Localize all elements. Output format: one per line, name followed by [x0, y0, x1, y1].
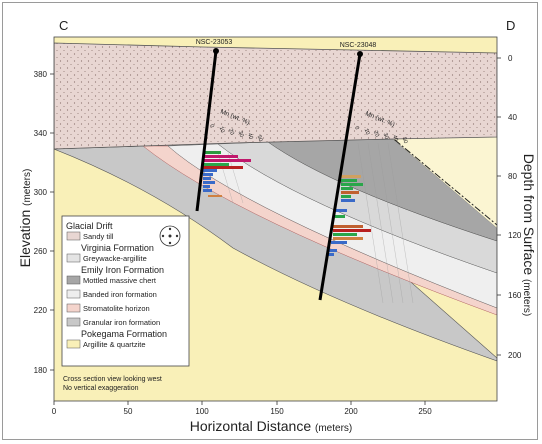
legend-swatch: [66, 289, 81, 299]
y-left-tick-label: 380: [34, 70, 48, 79]
y-left-tick-label: 300: [34, 188, 48, 197]
legend-swatch: [66, 339, 81, 349]
y-right-axis-title: Depth from Surface (meters): [521, 154, 537, 317]
y-left-tick-label: 340: [34, 129, 48, 138]
section-right-label: D: [506, 18, 515, 33]
legend-group-title: Virginia Formation: [81, 243, 154, 253]
mn-tick-label: 30: [237, 130, 245, 138]
drillhole-1-mn-bars: [203, 151, 251, 197]
compass-icon: [159, 225, 181, 247]
bottom-axis: 0 50 100 150 200 250: [52, 401, 432, 416]
legend-swatch: [66, 303, 81, 313]
x-tick-label: 250: [418, 407, 432, 416]
mn-tick-label: 40: [246, 132, 254, 140]
y-right-tick-label: 0: [508, 54, 513, 63]
note-exaggeration: No vertical exaggeration: [63, 385, 139, 392]
y-left-tick-label: 260: [34, 247, 48, 256]
y-left-tick-label: 220: [34, 306, 48, 315]
drillhole-2-collar: [357, 51, 363, 57]
y-left-tick-label: 180: [34, 366, 48, 375]
x-tick-label: 200: [344, 407, 358, 416]
mn-tick-label: 0: [208, 124, 215, 129]
drillhole-nsc-23053: [195, 50, 218, 212]
mn-tick-label: 10: [363, 128, 371, 136]
note-view: Cross section view looking west: [63, 376, 162, 383]
y-left-axis-title: Elevation (meters): [17, 169, 33, 268]
legend-item-label: Mottled massive chert: [83, 276, 157, 285]
cross-section-figure: NSC-23053 NSC-23048 Mn (wt. %) 0 10 20 30 40…: [2, 2, 538, 440]
x-tick-label: 0: [52, 407, 57, 416]
legend-group-title: Emily Iron Formation: [81, 265, 164, 275]
right-axis: 0 40 80 120 160 200: [497, 54, 522, 360]
y-right-tick-label: 80: [508, 172, 517, 181]
x-tick-label: 100: [195, 407, 209, 416]
legend-group-title: Glacial Drift: [66, 221, 113, 231]
mn-tick-label: 20: [372, 130, 380, 138]
plot-border: [53, 36, 498, 402]
legend-swatch: [66, 231, 81, 241]
mn-tick-label: 30: [382, 132, 390, 140]
legend-swatch: [66, 275, 81, 285]
x-tick-label: 150: [270, 407, 284, 416]
mn-tick-label: 10: [218, 126, 226, 134]
legend-item-label: Greywacke-argillite: [83, 254, 147, 263]
y-right-tick-label: 120: [508, 231, 522, 240]
y-right-tick-label: 160: [508, 291, 522, 300]
drillhole-1-mn-ticks: 0 10 20 30 40 50: [208, 124, 263, 143]
geologic-layers: [54, 37, 497, 401]
mn-tick-label: 50: [401, 137, 409, 145]
legend-swatch: [66, 317, 81, 327]
legend-group-title: Pokegama Formation: [81, 329, 167, 339]
x-tick-label: 50: [124, 407, 133, 416]
drillhole-2-mn-ticks: 0 10 20 30 40 50: [353, 126, 408, 145]
left-axis: 380 340 300 260 220 180: [34, 70, 54, 375]
mottled-massive-chert-layer: [267, 138, 497, 242]
mn-tick-label: 40: [391, 134, 399, 142]
legend-item-label: Argillite & quartzite: [83, 340, 146, 349]
legend-item-label: Stromatolite horizon: [83, 304, 150, 313]
legend-swatch: [66, 253, 81, 263]
fault-line: [394, 139, 497, 226]
x-axis-title: Horizontal Distance (meters): [190, 418, 353, 434]
y-right-tick-label: 40: [508, 113, 517, 122]
mn-tick-label: 0: [353, 126, 360, 131]
y-right-tick-label: 200: [508, 351, 522, 360]
drillhole-2-label: NSC-23048: [340, 42, 377, 49]
drillhole-1-label: NSC-23053: [196, 39, 233, 46]
legend-item-label: Banded iron formation: [83, 290, 157, 299]
section-left-label: C: [59, 18, 68, 33]
drillhole-2-mn-bars: [328, 175, 371, 256]
legend-item-label: Sandy till: [83, 232, 114, 241]
mn-tick-label: 20: [227, 128, 235, 136]
mn-tick-label: 50: [256, 135, 264, 143]
drillhole-nsc-23048: [318, 53, 362, 301]
granular-iron-formation-layer: [54, 142, 497, 362]
legend-item-label: Granular iron formation: [83, 318, 160, 327]
glacial-drift-layer: [54, 42, 497, 150]
drillhole-1-collar: [213, 48, 219, 54]
